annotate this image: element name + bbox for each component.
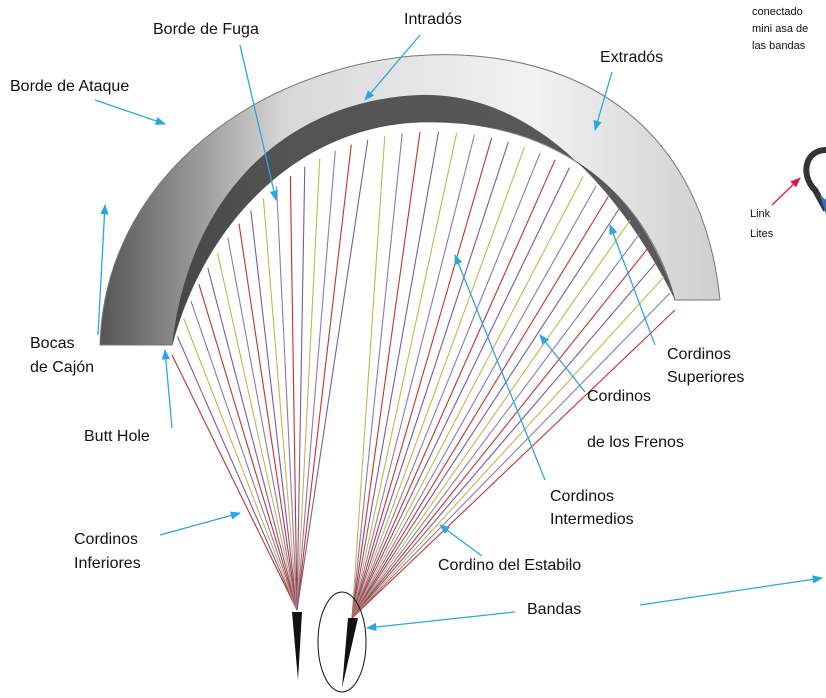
- label: Cordinos: [667, 346, 731, 363]
- label: Cordinos: [587, 388, 651, 405]
- link-lites-icon: [806, 150, 826, 215]
- label: Intermedios: [550, 511, 634, 528]
- suspension-line: [352, 135, 474, 618]
- label: Borde de Fuga: [153, 21, 259, 38]
- suspension-line: [191, 301, 297, 610]
- pointers: [95, 35, 822, 628]
- label: Lites: [750, 228, 774, 240]
- label: las bandas: [752, 40, 806, 52]
- suspension-line: [352, 153, 540, 618]
- suspension-line: [208, 268, 297, 610]
- label: conectado: [752, 6, 803, 18]
- label: Cordinos: [74, 531, 138, 548]
- label: de Cajón: [30, 359, 94, 376]
- diagram: Borde de Fuga Intradós Extradós Borde de At…: [0, 0, 826, 698]
- label: mini asa de: [752, 23, 808, 35]
- suspension-line: [297, 145, 351, 610]
- label: de los Frenos: [587, 434, 684, 451]
- label: Superiores: [667, 369, 744, 386]
- suspension-line: [228, 238, 297, 610]
- label: Butt Hole: [84, 428, 150, 445]
- suspension-lines: [172, 132, 675, 618]
- suspension-line: [352, 186, 596, 618]
- label: Cordinos: [550, 488, 614, 505]
- label: Borde de Ataque: [10, 78, 129, 95]
- label: Cordino del Estabilo: [438, 557, 581, 574]
- suspension-line: [352, 142, 508, 618]
- suspension-line: [352, 176, 583, 618]
- suspension-line: [199, 284, 297, 610]
- suspension-line: [352, 160, 555, 618]
- suspension-line: [352, 168, 569, 618]
- label: Intradós: [404, 11, 462, 28]
- suspension-line: [177, 336, 297, 610]
- label: Bocas: [30, 335, 74, 352]
- label: Extradós: [600, 49, 663, 66]
- suspension-line: [217, 252, 297, 610]
- label: Link: [750, 208, 771, 220]
- label: Bandas: [527, 601, 581, 618]
- label: Inferiores: [74, 555, 141, 572]
- suspension-line: [352, 136, 385, 618]
